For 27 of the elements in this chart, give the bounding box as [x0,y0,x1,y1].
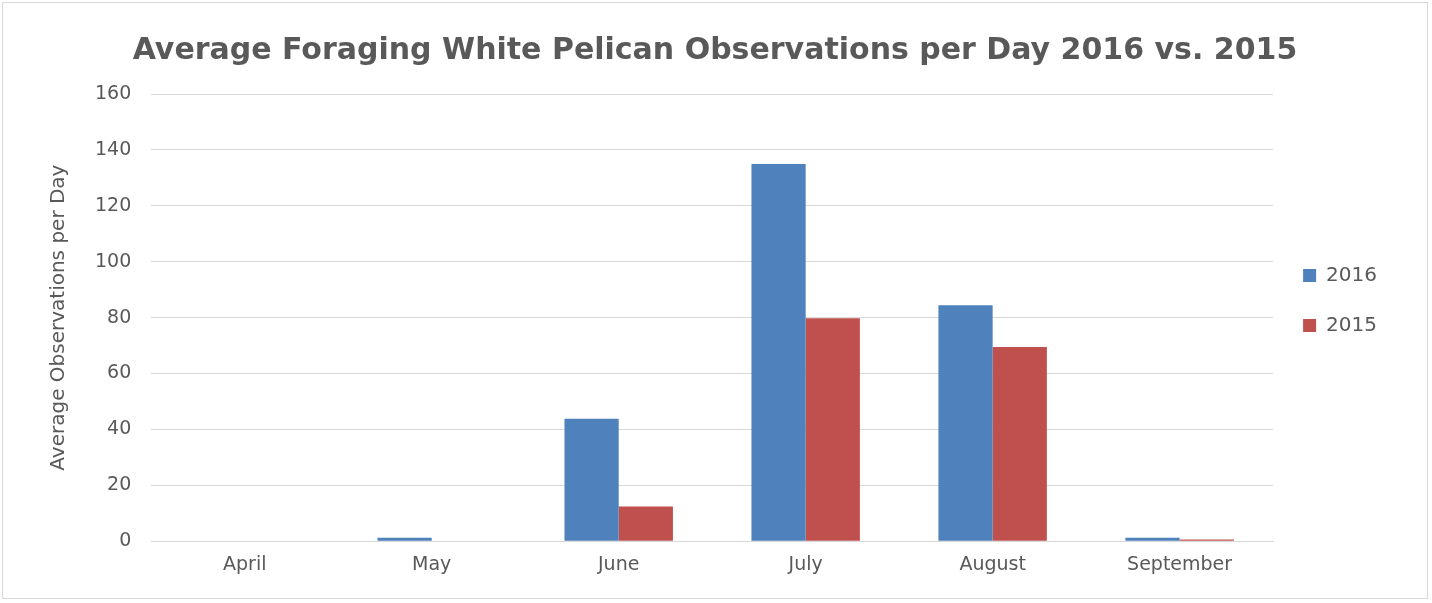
y-tick-label: 60 [107,360,132,383]
y-tick-label: 40 [107,416,132,439]
legend-label: 2015 [1326,311,1378,336]
x-tick-label: June [597,551,640,574]
y-tick-label: 100 [95,248,132,271]
bar [751,163,806,541]
y-tick-label: 80 [107,304,132,327]
legend-label: 2016 [1326,261,1378,286]
x-tick-label: May [412,551,452,574]
bar [938,305,993,541]
x-tick-label: April [223,551,267,574]
bar [1125,537,1180,541]
bar [618,506,673,541]
bar [377,537,432,541]
x-tick-label: September [1127,551,1233,574]
y-tick-label: 140 [95,136,132,159]
x-tick-label: July [787,551,823,574]
bar [805,318,860,541]
y-tick-label: 160 [95,80,132,103]
bar [564,418,619,541]
y-axis-title: Average Observations per Day [45,164,70,471]
x-tick-label: August [959,551,1026,574]
bar [992,346,1047,541]
y-tick-label: 20 [107,472,132,495]
y-tick-label: 120 [95,192,132,215]
chart-title: Average Foraging White Pelican Observations per Day 2016 vs. 2015 [132,30,1298,66]
y-tick-label: 0 [119,528,132,551]
